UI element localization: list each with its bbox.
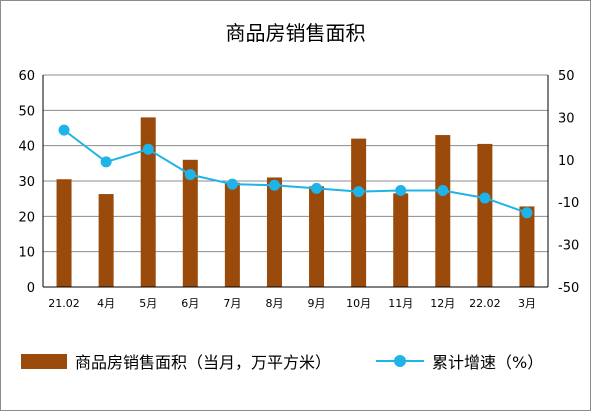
bar-series	[56, 117, 535, 288]
legend-swatch-bar	[21, 353, 67, 369]
combo-chart: 0 10 20 30 40 50 60 -50 -30 -10 10 30 50 21.02 4月 5月 6月 7…	[18, 69, 579, 310]
x-tick-7: 10月	[346, 297, 371, 310]
bar-0	[56, 179, 72, 287]
bar-9	[435, 135, 451, 287]
y-right-tick-1: -30	[558, 239, 579, 254]
bar-6	[309, 186, 325, 287]
y-right-tick-0: -50	[558, 281, 579, 296]
bar-5	[266, 177, 282, 287]
line-point-6	[311, 182, 323, 194]
line-point-7	[353, 186, 365, 198]
line-point-3	[184, 169, 196, 181]
y-right-tick-3: 10	[558, 154, 575, 169]
x-tick-6: 9月	[308, 297, 326, 310]
y-left-tick-1: 10	[18, 246, 35, 261]
y-right-tick-2: -10	[558, 196, 579, 211]
legend-label-line: 累计增速（%）	[432, 353, 544, 372]
line-point-2	[142, 143, 154, 155]
line-point-4	[226, 178, 238, 190]
legend: 商品房销售面积（当月，万平方米） 累计增速（%）	[1, 346, 590, 376]
x-tick-5: 8月	[265, 297, 283, 310]
y-left-tick-5: 50	[18, 104, 35, 119]
legend-item-line: 累计增速（%）	[376, 346, 543, 376]
axes: 0 10 20 30 40 50 60 -50 -30 -10 10 30 50 21.02 4月 5月 6月 7…	[18, 69, 579, 310]
line-point-9	[437, 185, 449, 197]
bar-4	[224, 182, 240, 287]
line-series	[58, 124, 533, 219]
legend-swatch-line	[376, 353, 424, 369]
line-point-10	[479, 192, 491, 204]
x-tick-0: 21.02	[48, 297, 80, 310]
line-path	[63, 129, 528, 214]
x-tick-3: 6月	[181, 297, 199, 310]
bar-7	[351, 138, 367, 287]
legend-label-bar: 商品房销售面积（当月，万平方米）	[75, 353, 332, 372]
bar-11	[519, 206, 535, 287]
x-tick-2: 5月	[139, 297, 157, 310]
y-left-tick-0: 0	[27, 281, 35, 296]
y-left-tick-6: 60	[18, 69, 35, 84]
line-point-0	[58, 124, 70, 136]
bar-3	[182, 159, 198, 287]
bar-10	[477, 143, 493, 287]
line-point-11	[521, 207, 533, 219]
bar-1	[98, 194, 114, 287]
y-left-tick-4: 40	[18, 140, 35, 155]
x-tick-9: 12月	[430, 297, 455, 310]
line-point-5	[268, 179, 280, 191]
x-tick-1: 4月	[97, 297, 115, 310]
y-left-tick-2: 20	[18, 210, 35, 225]
gridlines	[43, 74, 548, 253]
bar-8	[393, 193, 409, 287]
legend-item-bar: 商品房销售面积（当月，万平方米）	[21, 346, 331, 376]
x-tick-11: 3月	[518, 297, 536, 310]
y-right-tick-4: 30	[558, 111, 575, 126]
line-point-8	[395, 185, 407, 197]
x-tick-8: 11月	[388, 297, 413, 310]
y-right-tick-5: 50	[558, 69, 575, 84]
x-tick-4: 7月	[223, 297, 241, 310]
chart-title: 商品房销售面积	[225, 21, 366, 45]
line-point-1	[100, 156, 112, 168]
x-tick-10: 22.02	[469, 297, 501, 310]
bar-2	[140, 117, 156, 288]
y-left-tick-3: 30	[18, 175, 35, 190]
